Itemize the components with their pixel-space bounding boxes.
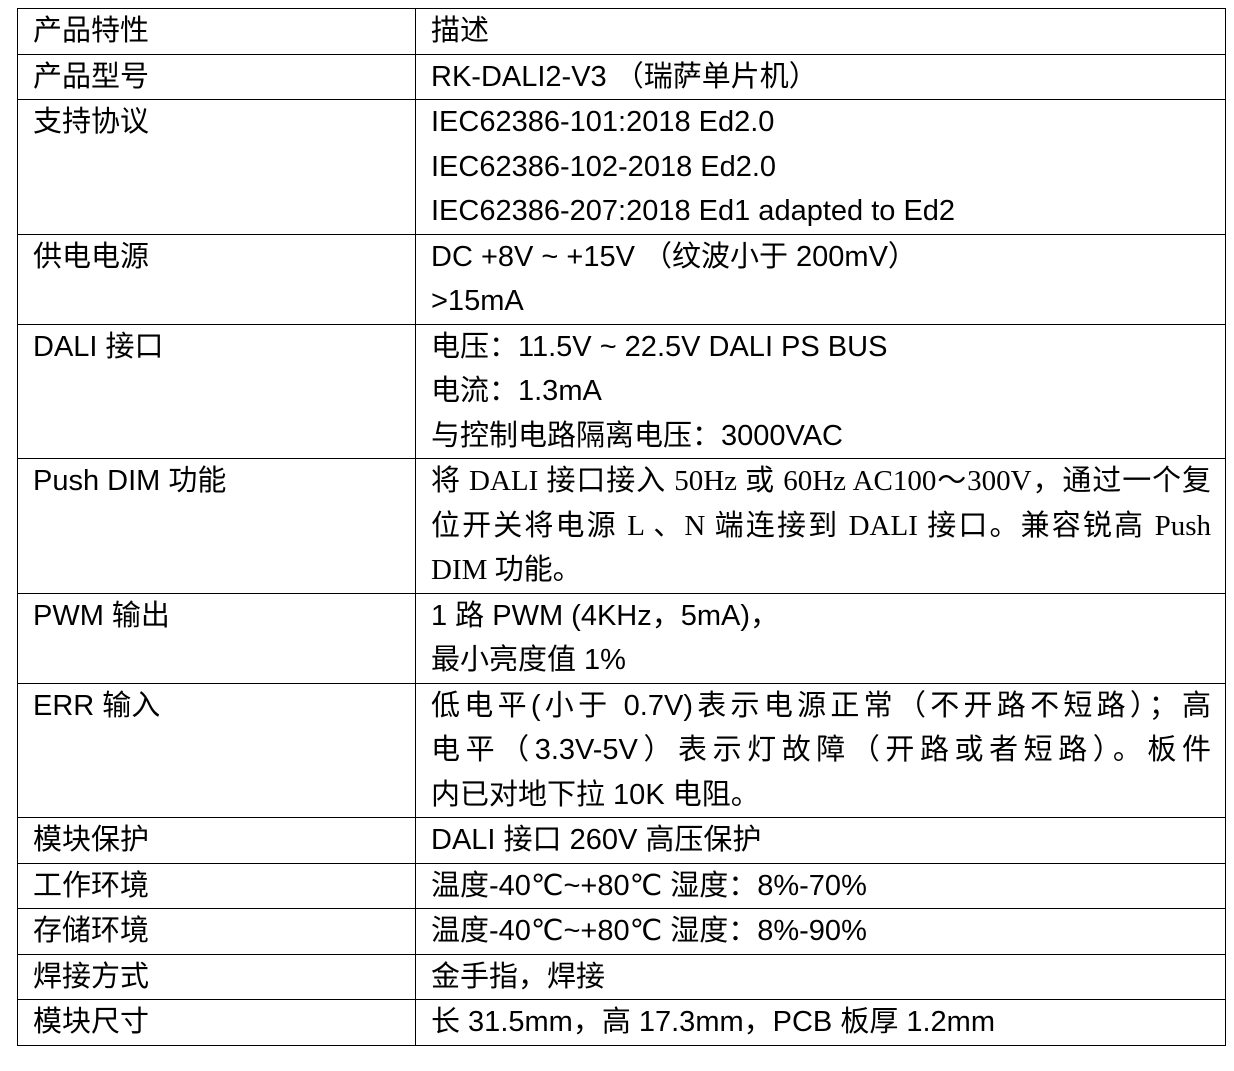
value-line: IEC62386-101:2018 Ed2.0 bbox=[431, 106, 775, 138]
property-name-cell: 工作环境 bbox=[17, 862, 416, 909]
table-row: 供电电源 DC +8V ~ +15V （纹波小于 200mV） >15mA bbox=[17, 233, 1226, 325]
property-value-cell: 温度-40℃~+80℃ 湿度：8%-90% bbox=[415, 908, 1226, 955]
value-line: 内已对地下拉 10K 电阻。 bbox=[431, 778, 760, 811]
property-value-cell: 描述 bbox=[415, 8, 1226, 55]
property-name-cell: 存储环境 bbox=[17, 908, 416, 955]
value-line: 低电平(小于 0.7V)表示电源正常（不开路不短路）；高 bbox=[431, 689, 1211, 722]
value-line: IEC62386-102-2018 Ed2.0 bbox=[431, 150, 777, 183]
value-line: 描述 bbox=[431, 15, 490, 47]
value-line: IEC62386-207:2018 Ed1 adapted to Ed2 bbox=[431, 195, 956, 227]
value-line: DALI 接口 260V 高压保护 bbox=[431, 824, 762, 856]
value-line: >15mA bbox=[431, 285, 524, 317]
property-value-cell: IEC62386-101:2018 Ed2.0 IEC62386-102-2018… bbox=[415, 99, 1226, 235]
value-line: 电平（3.3V-5V）表示灯故障（开路或者短路）。板件 bbox=[431, 734, 1211, 766]
property-value-cell: 低电平(小于 0.7V)表示电源正常（不开路不短路）；高 电平（3.3V-5V）表… bbox=[415, 682, 1226, 818]
property-name-cell: 模块保护 bbox=[17, 817, 416, 864]
property-name-cell: 支持协议 bbox=[17, 99, 416, 235]
property-value-cell: 金手指，焊接 bbox=[415, 953, 1226, 1000]
table-row: ERR 输入 低电平(小于 0.7V)表示电源正常（不开路不短路）；高 电平（3.3… bbox=[17, 682, 1226, 818]
table-row: 焊接方式 金手指，焊接 bbox=[17, 953, 1226, 1000]
property-name-cell: 产品特性 bbox=[17, 8, 416, 55]
table-row: DALI 接口 电压：11.5V ~ 22.5V DALI PS BUS 电流：1.… bbox=[17, 323, 1226, 459]
value-line: DC +8V ~ +15V （纹波小于 200mV） bbox=[431, 240, 917, 273]
table-row: 存储环境 温度-40℃~+80℃ 湿度：8%-90% bbox=[17, 908, 1226, 955]
spec-table: 产品特性 描述 产品型号 RK-DALI2-V3 （瑞萨单片机） 支持协议 IEC6238… bbox=[17, 8, 1226, 1046]
property-name-cell: 模块尺寸 bbox=[17, 999, 416, 1046]
value-line: 最小亮度值 1% bbox=[431, 644, 626, 676]
property-value-cell: DALI 接口 260V 高压保护 bbox=[415, 817, 1226, 864]
property-name-cell: ERR 输入 bbox=[17, 682, 416, 818]
table-row: 产品型号 RK-DALI2-V3 （瑞萨单片机） bbox=[17, 53, 1226, 100]
value-line: 位开关将电源 L 、N 端连接到 DALI 接口。兼容锐高 Push bbox=[431, 509, 1211, 542]
property-value-cell: 电压：11.5V ~ 22.5V DALI PS BUS 电流：1.3mA 与控制电… bbox=[415, 323, 1226, 459]
property-name-cell: 供电电源 bbox=[17, 233, 416, 325]
value-line: 与控制电路隔离电压：3000VAC bbox=[431, 419, 843, 452]
property-value-cell: 1 路 PWM (4KHz，5mA)， 最小亮度值 1% bbox=[415, 592, 1226, 684]
property-name-cell: PWM 输出 bbox=[17, 592, 416, 684]
value-line: 温度-40℃~+80℃ 湿度：8%-90% bbox=[431, 915, 867, 947]
property-value-cell: DC +8V ~ +15V （纹波小于 200mV） >15mA bbox=[415, 233, 1226, 325]
property-value-cell: 温度-40℃~+80℃ 湿度：8%-70% bbox=[415, 862, 1226, 909]
property-name-cell: DALI 接口 bbox=[17, 323, 416, 459]
table-row: PWM 输出 1 路 PWM (4KHz，5mA)， 最小亮度值 1% bbox=[17, 592, 1226, 684]
value-line: 1 路 PWM (4KHz，5mA)， bbox=[431, 599, 780, 632]
property-value-cell: RK-DALI2-V3 （瑞萨单片机） bbox=[415, 53, 1226, 100]
value-line: 电流：1.3mA bbox=[431, 375, 602, 407]
value-line: RK-DALI2-V3 （瑞萨单片机） bbox=[431, 60, 818, 93]
property-name-cell: 焊接方式 bbox=[17, 953, 416, 1000]
table-row: Push DIM 功能将 DALI 接口接入 50Hz 或 60Hz AC100… bbox=[17, 458, 1226, 594]
table-row: 模块保护 DALI 接口 260V 高压保护 bbox=[17, 817, 1226, 864]
table-row: 支持协议 IEC62386-101:2018 Ed2.0 IEC62386-102-… bbox=[17, 99, 1226, 235]
value-line: 长 31.5mm，高 17.3mm，PCB 板厚 1.2mm bbox=[431, 1006, 995, 1038]
property-value-cell: 将 DALI 接口接入 50Hz 或 60Hz AC100～300V，通过一个复… bbox=[415, 458, 1226, 594]
table-row: 工作环境 温度-40℃~+80℃ 湿度：8%-70% bbox=[17, 862, 1226, 909]
value-line: 温度-40℃~+80℃ 湿度：8%-70% bbox=[431, 869, 867, 902]
table-row: 模块尺寸长 31.5mm，高 17.3mm，PCB 板厚 1.2mm bbox=[17, 999, 1226, 1046]
property-name-cell: 产品型号 bbox=[17, 53, 416, 100]
value-line: DIM 功能。 bbox=[431, 554, 582, 586]
property-name-cell: Push DIM 功能 bbox=[17, 458, 416, 594]
value-line: 电压：11.5V ~ 22.5V DALI PS BUS bbox=[431, 330, 888, 363]
value-line: 将 DALI 接口接入 50Hz 或 60Hz AC100～300V，通过一个复 bbox=[431, 465, 1211, 497]
value-line: 金手指，焊接 bbox=[431, 960, 606, 993]
table-row: 产品特性 描述 bbox=[17, 8, 1226, 55]
property-value-cell: 长 31.5mm，高 17.3mm，PCB 板厚 1.2mm bbox=[415, 999, 1226, 1046]
